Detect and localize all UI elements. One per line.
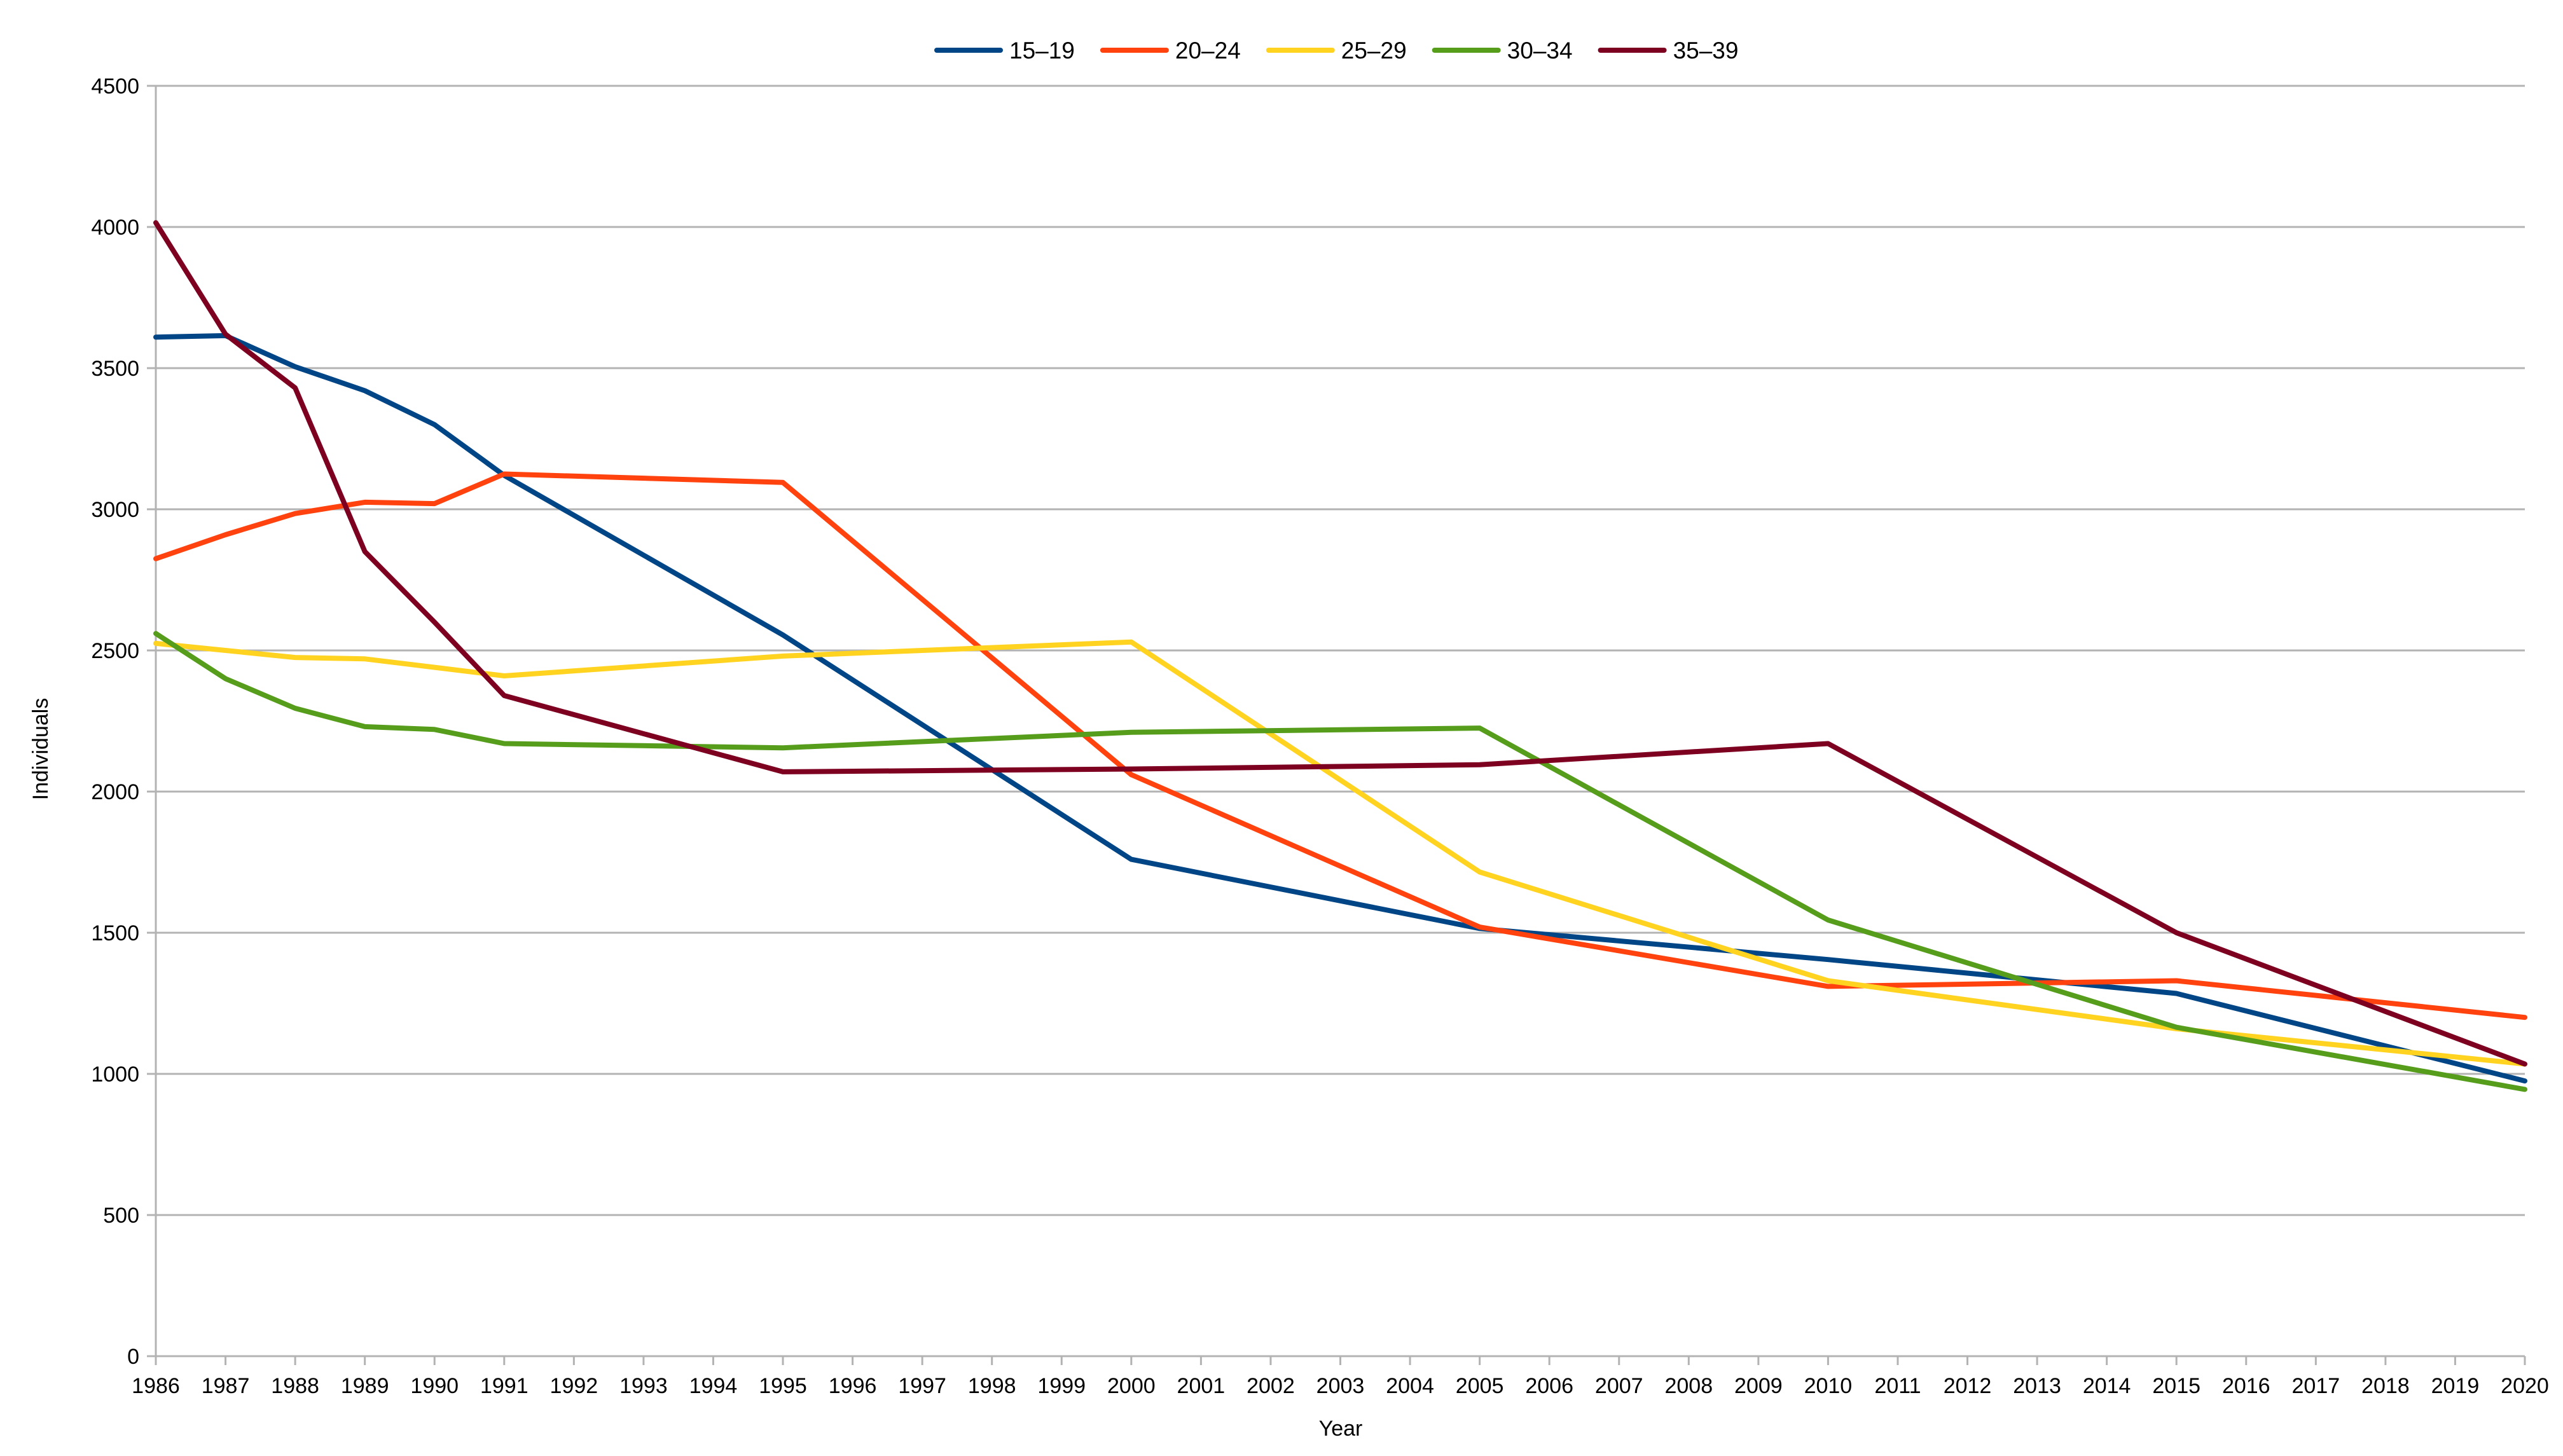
x-tick-label: 2000 xyxy=(1107,1374,1156,1398)
legend: 15–19 20–24 25–29 30–34 35–39 xyxy=(934,38,1739,64)
x-tick-label: 2011 xyxy=(1874,1374,1921,1398)
legend-label-2: 20–24 xyxy=(1175,38,1241,64)
x-tick-label: 1989 xyxy=(341,1374,389,1398)
x-tick-label: 1992 xyxy=(550,1374,598,1398)
series-line-5 xyxy=(153,220,2527,1067)
y-tick-label: 500 xyxy=(103,1204,139,1228)
x-tick-label: 2015 xyxy=(2152,1374,2200,1398)
legend-label-5: 35–39 xyxy=(1673,38,1739,64)
x-tick-label: 2016 xyxy=(2222,1374,2270,1398)
y-tick-label: 2500 xyxy=(91,639,139,663)
y-tick-label: 3500 xyxy=(91,357,139,381)
x-tick-label: 2019 xyxy=(2431,1374,2480,1398)
x-tick-label: 2013 xyxy=(2013,1374,2061,1398)
x-tick-label: 2012 xyxy=(1944,1374,1992,1398)
x-tick-label: 1996 xyxy=(829,1374,877,1398)
x-tick-label: 1988 xyxy=(271,1374,319,1398)
x-tick-label: 1997 xyxy=(898,1374,946,1398)
x-tick-label: 1986 xyxy=(132,1374,180,1398)
y-axis-title: Individuals xyxy=(29,698,53,800)
x-tick-label: 2004 xyxy=(1386,1374,1434,1398)
legend-label-4: 30–34 xyxy=(1507,38,1573,64)
x-tick-label: 2017 xyxy=(2292,1374,2340,1398)
x-tick-label: 2007 xyxy=(1595,1374,1643,1398)
x-tick-label: 1993 xyxy=(619,1374,668,1398)
x-tick-label: 2001 xyxy=(1177,1374,1226,1398)
x-tick-label: 2009 xyxy=(1734,1374,1783,1398)
series-line-3 xyxy=(153,639,2527,1067)
x-tick-label: 2014 xyxy=(2083,1374,2131,1398)
legend-label-1: 15–19 xyxy=(1009,38,1075,64)
y-tick-label: 2000 xyxy=(91,780,139,804)
y-tick-label: 4500 xyxy=(91,74,139,99)
x-tick-label: 1999 xyxy=(1037,1374,1086,1398)
legend-label-3: 25–29 xyxy=(1341,38,1407,64)
x-tick-label: 2005 xyxy=(1456,1374,1504,1398)
x-tick-label: 2002 xyxy=(1247,1374,1295,1398)
x-tick-label: 1994 xyxy=(689,1374,738,1398)
x-tick-label: 1998 xyxy=(968,1374,1016,1398)
x-tick-label: 1987 xyxy=(202,1374,250,1398)
x-tick-label: 2018 xyxy=(2361,1374,2410,1398)
y-tick-label: 3000 xyxy=(91,498,139,522)
x-tick-label: 2010 xyxy=(1804,1374,1853,1398)
series-line-1 xyxy=(153,333,2527,1084)
x-tick-label: 2006 xyxy=(1525,1374,1573,1398)
y-tick-label: 4000 xyxy=(91,216,139,240)
y-tick-label: 1500 xyxy=(91,921,139,945)
x-tick-label: 2020 xyxy=(2501,1374,2549,1398)
grid-lines xyxy=(147,85,2525,1357)
x-axis-title: Year xyxy=(1319,1417,1363,1441)
x-tick-label: 1990 xyxy=(410,1374,459,1398)
series-line-2 xyxy=(153,471,2527,1020)
x-tick-label: 2008 xyxy=(1664,1374,1713,1398)
series-line-4 xyxy=(153,631,2527,1092)
y-tick-label: 0 xyxy=(127,1345,139,1369)
axes xyxy=(155,86,2526,1365)
y-axis-tick-labels: 0 500 1000 1500 2000 2500 3000 3500 4000 4500 xyxy=(91,74,139,1369)
y-tick-label: 1000 xyxy=(91,1062,139,1087)
x-tick-label: 2003 xyxy=(1316,1374,1365,1398)
x-tick-label: 1991 xyxy=(480,1374,528,1398)
series-lines xyxy=(153,220,2527,1092)
x-axis-tick-labels: 1986 1987 1988 1989 1990 1991 1992 1993 1994 1995… xyxy=(132,1374,2549,1398)
x-tick-label: 1995 xyxy=(759,1374,807,1398)
